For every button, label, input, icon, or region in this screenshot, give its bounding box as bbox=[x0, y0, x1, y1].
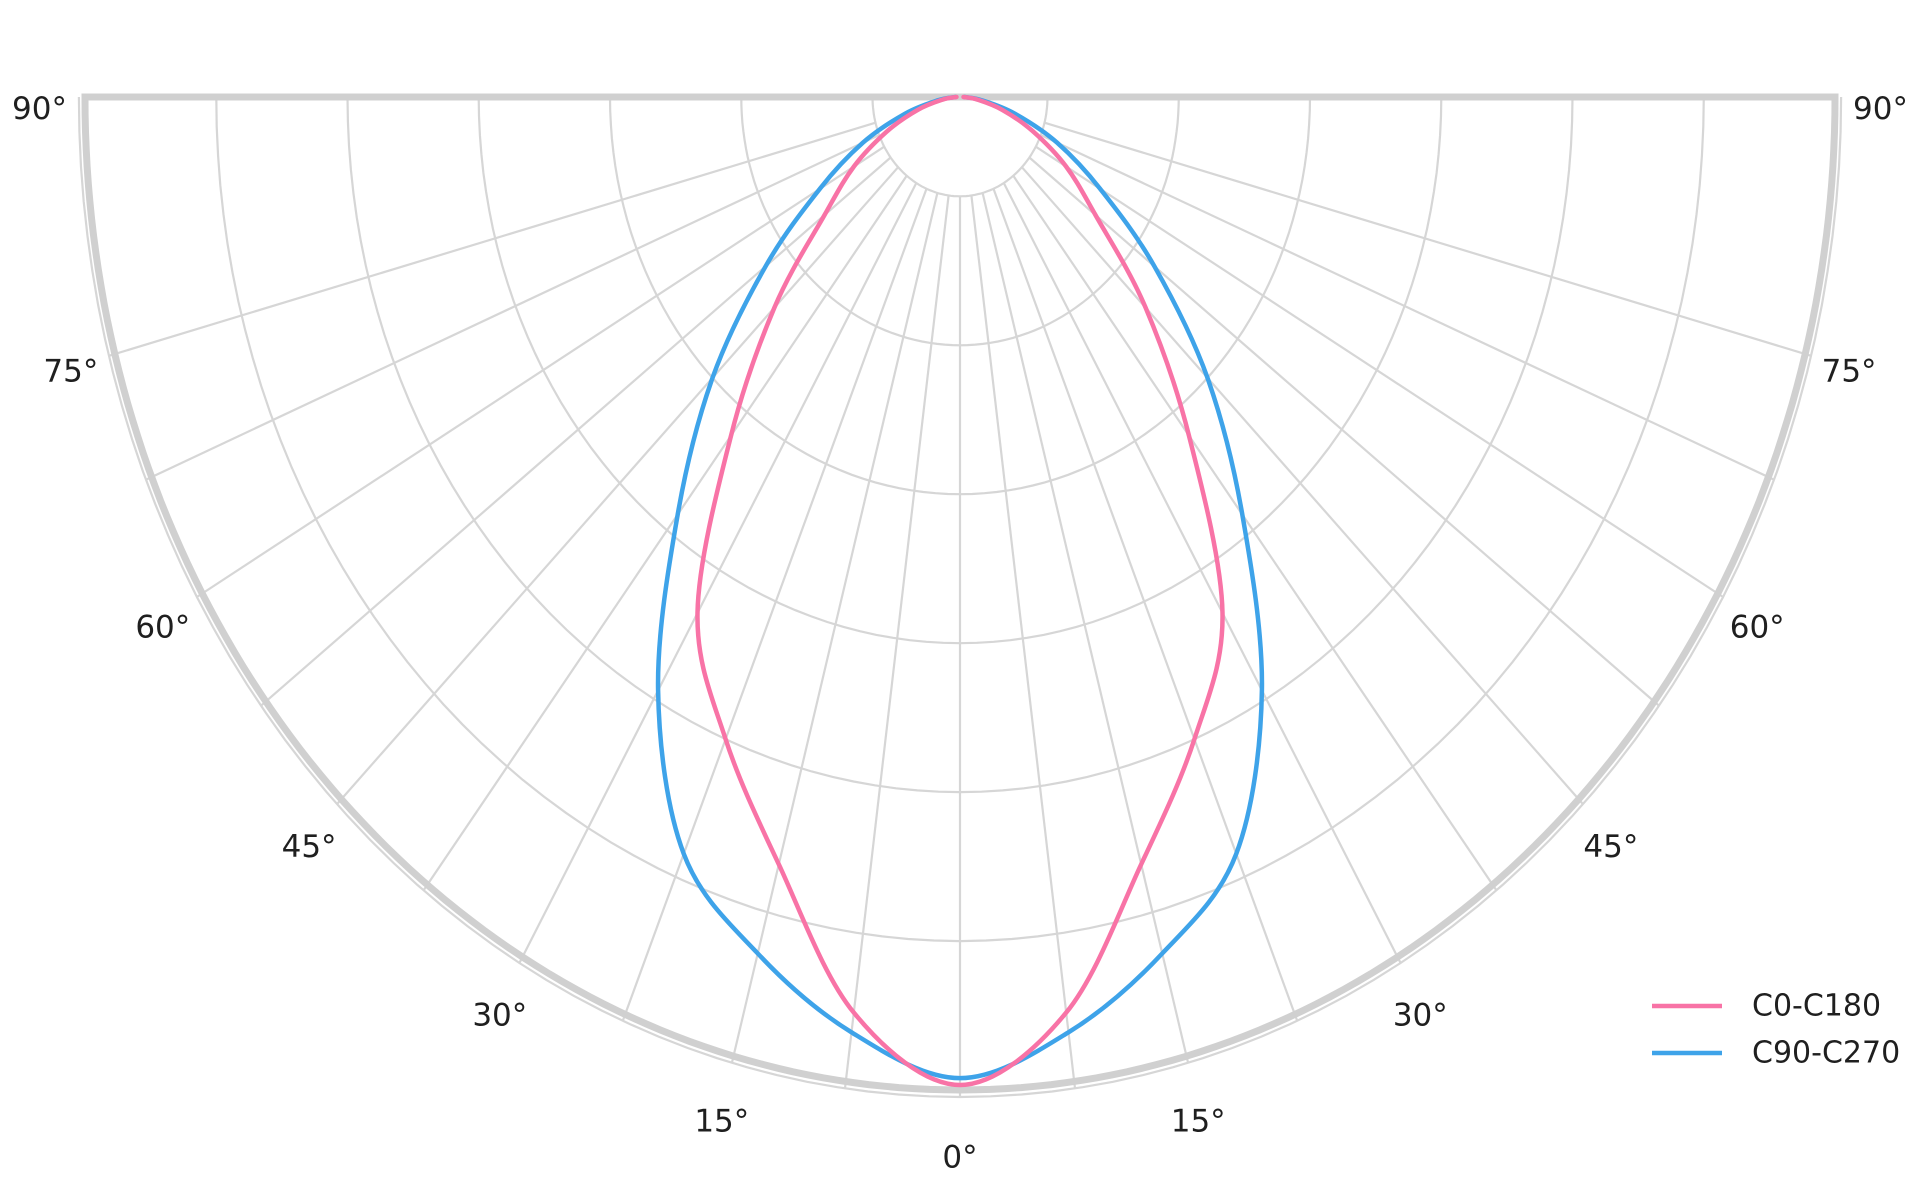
grid-spoke bbox=[145, 134, 880, 481]
angle-grid-spokes bbox=[108, 121, 1812, 1097]
grid-spoke bbox=[843, 195, 950, 1089]
grid-spoke bbox=[730, 192, 939, 1064]
grid-spoke bbox=[1028, 156, 1660, 707]
grid-spoke bbox=[260, 156, 892, 707]
legend-label-c0-c180: C0-C180 bbox=[1752, 989, 1881, 1024]
angle-label-left-60: 60° bbox=[135, 609, 190, 645]
spine-outline bbox=[81, 93, 1839, 1094]
intensity-curves bbox=[655, 94, 1265, 1088]
grid-spoke bbox=[336, 166, 899, 805]
angle-label-right-75: 75° bbox=[1822, 354, 1877, 390]
polar-spine bbox=[81, 93, 1839, 1094]
grid-spoke bbox=[981, 192, 1190, 1064]
angle-label-left-75: 75° bbox=[43, 354, 98, 390]
angle-label-left-30: 30° bbox=[472, 997, 527, 1033]
angle-label-left-90: 90° bbox=[12, 91, 67, 127]
curve-c90-c270 bbox=[655, 94, 1265, 1081]
grid-spoke bbox=[621, 188, 928, 1022]
grid-spoke bbox=[970, 195, 1077, 1089]
grid-spoke bbox=[1002, 182, 1402, 964]
angle-label-right-90: 90° bbox=[1853, 91, 1908, 127]
grid-spoke bbox=[1012, 175, 1498, 891]
legend: C0-C180 C90-C270 bbox=[1652, 989, 1900, 1071]
angle-label-0: 0° bbox=[942, 1140, 977, 1176]
angle-label-left-15: 15° bbox=[694, 1103, 749, 1139]
legend-label-c90-c270: C90-C270 bbox=[1752, 1036, 1900, 1071]
angle-label-right-45: 45° bbox=[1583, 829, 1638, 865]
angle-label-right-30: 30° bbox=[1393, 997, 1448, 1033]
grid-spoke bbox=[422, 175, 908, 891]
grid-spoke bbox=[108, 121, 876, 357]
curve-c0-c180 bbox=[695, 94, 1225, 1088]
grid-spoke bbox=[1021, 166, 1584, 805]
angle-label-left-45: 45° bbox=[282, 829, 337, 865]
angle-label-right-15: 15° bbox=[1171, 1103, 1226, 1139]
grid-spoke bbox=[1035, 145, 1724, 598]
angle-tick-labels: 0° 15° 15° 30° 30° 45° 45° 60° 60° 75° 75° 90° 90° bbox=[12, 91, 1908, 1176]
grid-ring bbox=[871, 96, 1049, 198]
grid-spoke bbox=[518, 182, 918, 964]
grid-spoke bbox=[1040, 134, 1775, 481]
grid-spoke bbox=[992, 188, 1299, 1022]
angle-label-right-60: 60° bbox=[1730, 609, 1785, 645]
grid-spoke bbox=[196, 145, 885, 598]
grid-spoke bbox=[1044, 121, 1812, 357]
